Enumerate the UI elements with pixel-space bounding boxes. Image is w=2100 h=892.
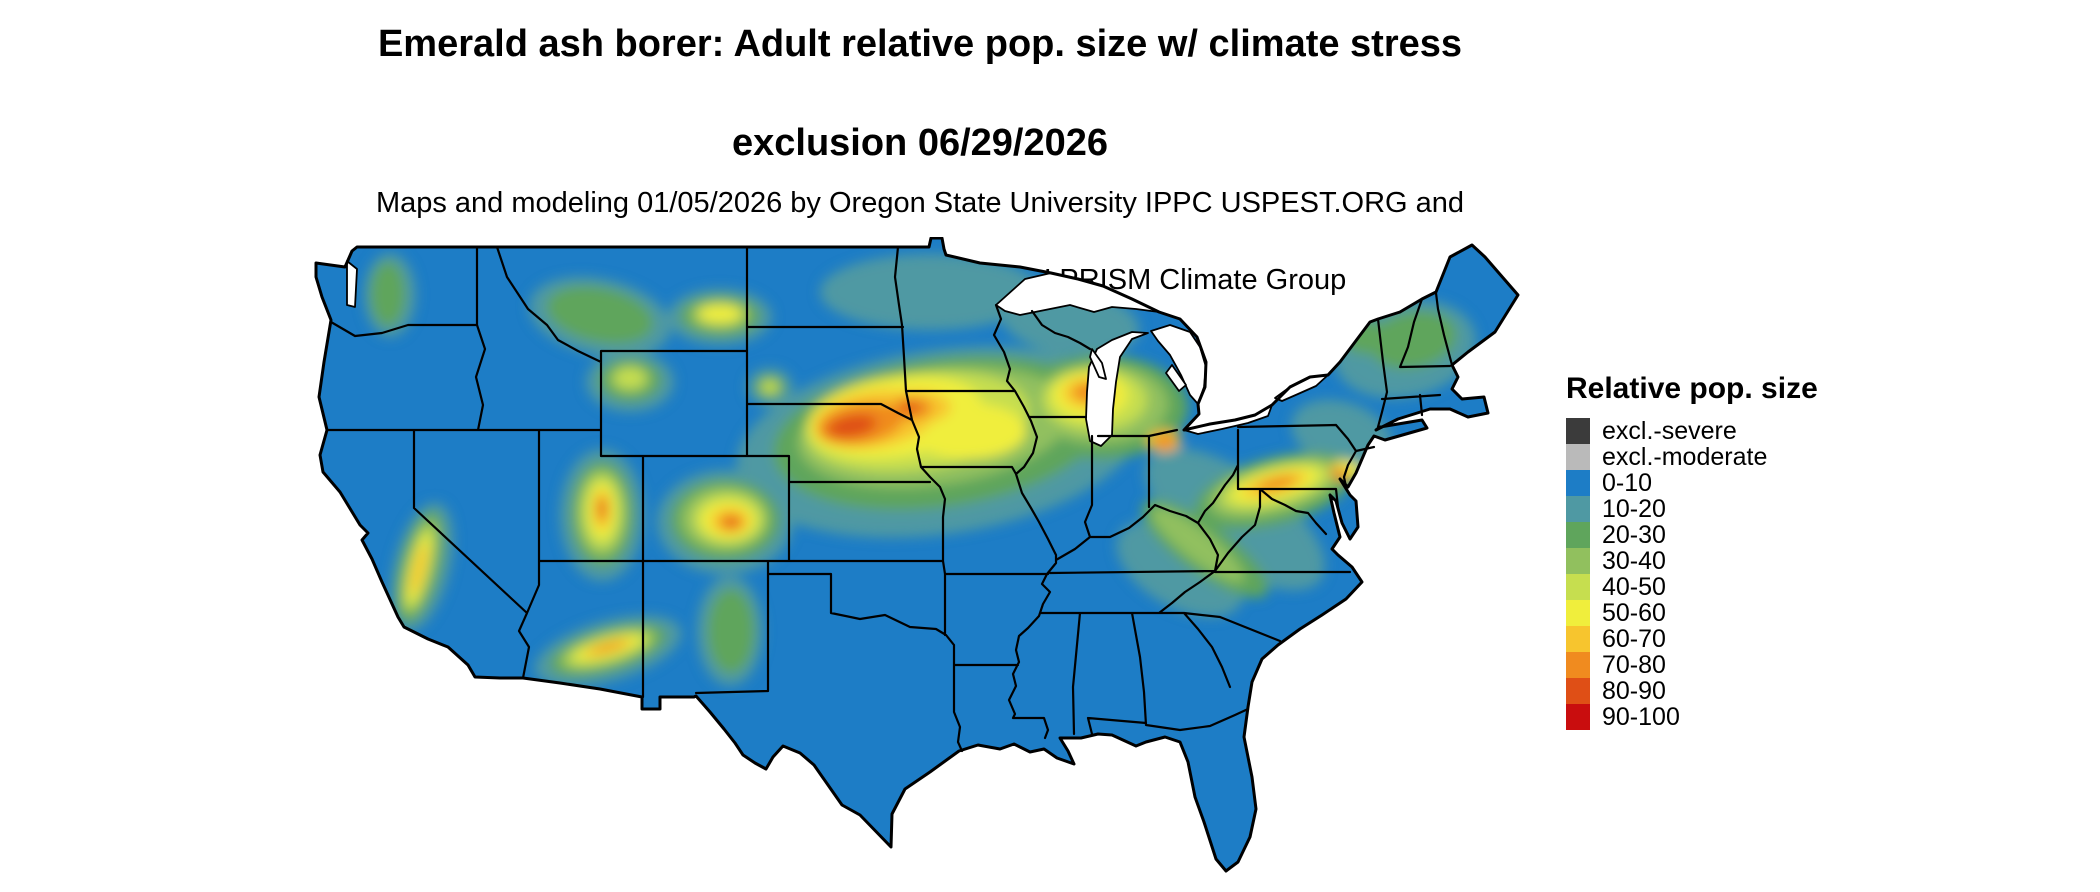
legend-swatch <box>1566 652 1590 678</box>
legend: Relative pop. size excl.-severe excl.-mo… <box>1566 372 1818 730</box>
legend-label: 40-50 <box>1602 573 1666 601</box>
legend-item-0-10: 0-10 <box>1566 470 1818 496</box>
legend-item-50-60: 50-60 <box>1566 600 1818 626</box>
legend-swatch <box>1566 496 1590 522</box>
legend-item-excl-moderate: excl.-moderate <box>1566 444 1818 470</box>
legend-label: 30-40 <box>1602 547 1666 575</box>
subtitle-line-1: Maps and modeling 01/05/2026 by Oregon S… <box>375 187 1465 220</box>
legend-label: 20-30 <box>1602 521 1666 549</box>
legend-swatch <box>1566 418 1590 444</box>
legend-label: 60-70 <box>1602 625 1666 653</box>
legend-label: 0-10 <box>1602 469 1653 497</box>
legend-swatch <box>1566 548 1590 574</box>
us-map-figure <box>295 236 1535 887</box>
map-title: Emerald ash borer: Adult relative pop. s… <box>320 20 1520 168</box>
legend-label: 70-80 <box>1602 651 1666 679</box>
legend-title: Relative pop. size <box>1566 372 1818 405</box>
title-line-1: Emerald ash borer: Adult relative pop. s… <box>377 23 1463 65</box>
map-layer-80-90 <box>599 403 919 527</box>
legend-item-10-20: 10-20 <box>1566 496 1818 522</box>
legend-swatch <box>1566 678 1590 704</box>
legend-item-70-80: 70-80 <box>1566 652 1818 678</box>
saginaw-bay <box>1165 364 1187 392</box>
legend-item-20-30: 20-30 <box>1566 522 1818 548</box>
legend-swatch <box>1566 600 1590 626</box>
legend-label: excl.-severe <box>1602 417 1737 445</box>
legend-swatch <box>1566 444 1590 470</box>
legend-label: excl.-moderate <box>1602 443 1768 471</box>
legend-item-60-70: 60-70 <box>1566 626 1818 652</box>
legend-label: 80-90 <box>1602 677 1666 705</box>
legend-swatch <box>1566 626 1590 652</box>
legend-swatch <box>1566 470 1590 496</box>
lake-michigan <box>1085 331 1149 447</box>
title-line-2: exclusion 06/29/2026 <box>731 121 1109 164</box>
legend-item-90-100: 90-100 <box>1566 704 1818 730</box>
green-bay <box>1089 348 1107 380</box>
great-lakes <box>346 260 1329 447</box>
legend-swatch <box>1566 522 1590 548</box>
legend-item-30-40: 30-40 <box>1566 548 1818 574</box>
legend-item-excl-severe: excl.-severe <box>1566 418 1818 444</box>
legend-label: 10-20 <box>1602 495 1666 523</box>
population-raster <box>316 238 1518 871</box>
us-map-svg <box>314 236 1520 873</box>
legend-item-40-50: 40-50 <box>1566 574 1818 600</box>
puget-sound <box>346 260 358 308</box>
state-borders <box>325 245 1454 753</box>
legend-swatch <box>1566 704 1590 730</box>
legend-swatch <box>1566 574 1590 600</box>
legend-item-80-90: 80-90 <box>1566 678 1818 704</box>
legend-label: 50-60 <box>1602 599 1666 627</box>
legend-label: 90-100 <box>1602 703 1680 731</box>
